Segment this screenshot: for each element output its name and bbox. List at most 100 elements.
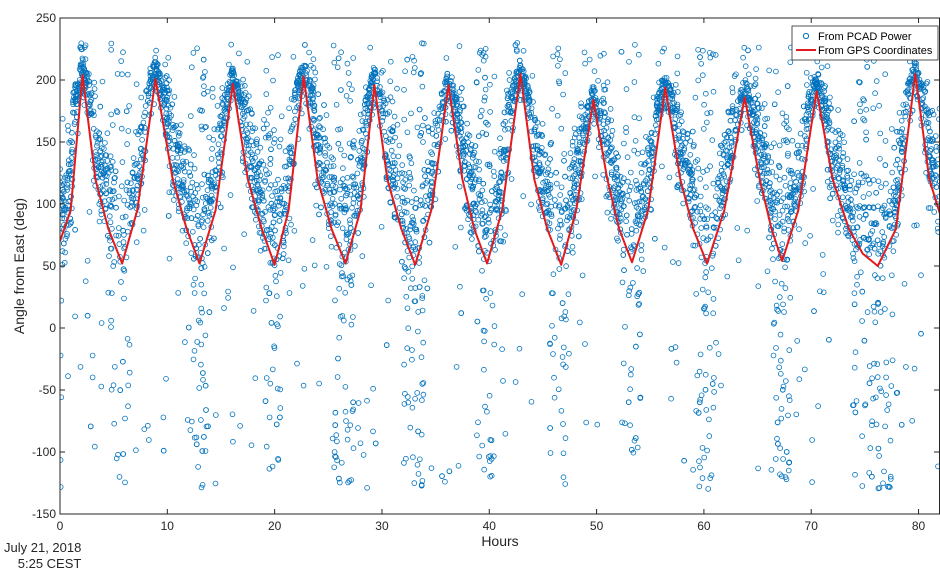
- pcad-point: [697, 208, 704, 215]
- pcad-point: [704, 110, 710, 117]
- pcad-point: [342, 206, 349, 213]
- pcad-point: [722, 163, 728, 170]
- pcad-point: [851, 364, 858, 371]
- pcad-point: [389, 160, 396, 167]
- pcad-point: [418, 431, 425, 438]
- pcad-point: [694, 372, 701, 379]
- pcad-point: [175, 144, 182, 150]
- pcad-point: [580, 132, 586, 139]
- pcad-point: [547, 182, 554, 188]
- pcad-point: [702, 274, 709, 281]
- pcad-point: [709, 137, 716, 144]
- pcad-point: [424, 159, 431, 165]
- pcad-point: [355, 230, 361, 236]
- pcad-point: [200, 75, 206, 81]
- pcad-point: [219, 112, 225, 118]
- pcad-point: [505, 125, 511, 132]
- pcad-point: [308, 62, 314, 69]
- pcad-point: [706, 344, 713, 351]
- pcad-point: [221, 118, 227, 125]
- pcad-point: [60, 190, 65, 197]
- pcad-point: [616, 205, 623, 212]
- pcad-point: [387, 136, 393, 143]
- pcad-point: [558, 209, 565, 216]
- pcad-point: [244, 58, 251, 65]
- pcad-point: [549, 106, 555, 112]
- pcad-point: [342, 408, 349, 415]
- pcad-point: [194, 45, 200, 52]
- pcad-point: [847, 205, 853, 212]
- pcad-point: [698, 60, 704, 67]
- pcad-point: [190, 229, 196, 235]
- pcad-point: [635, 291, 642, 297]
- pcad-point: [935, 156, 940, 163]
- pcad-point: [420, 40, 427, 47]
- pcad-point: [275, 52, 281, 58]
- pcad-point: [309, 237, 316, 243]
- pcad-point: [514, 48, 520, 54]
- pcad-point: [493, 205, 500, 212]
- pcad-point: [457, 125, 464, 132]
- pcad-point: [597, 108, 604, 114]
- pcad-point: [641, 161, 648, 168]
- pcad-point: [836, 158, 842, 164]
- pcad-point: [592, 173, 598, 180]
- pcad-point: [884, 407, 890, 413]
- pcad-point: [851, 171, 857, 178]
- pcad-point: [138, 125, 145, 131]
- pcad-point: [269, 366, 276, 373]
- pcad-point: [72, 227, 78, 233]
- pcad-point: [925, 125, 932, 131]
- pcad-point: [448, 127, 455, 134]
- pcad-point: [482, 228, 489, 234]
- pcad-point: [624, 232, 630, 238]
- pcad-point: [405, 234, 412, 240]
- pcad-point: [100, 182, 106, 189]
- pcad-point: [784, 203, 791, 210]
- pcad-point: [60, 192, 64, 198]
- pcad-point: [703, 184, 709, 191]
- pcad-point: [786, 397, 793, 404]
- pcad-point: [673, 359, 680, 366]
- pcad-point: [883, 374, 889, 381]
- pcad-point: [324, 180, 331, 187]
- pcad-point: [443, 79, 450, 85]
- pcad-point: [99, 168, 105, 175]
- pcad-point: [571, 125, 578, 132]
- pcad-point: [562, 205, 569, 212]
- pcad-point: [874, 361, 881, 367]
- pcad-point: [718, 202, 725, 209]
- pcad-point: [320, 180, 326, 187]
- pcad-point: [253, 139, 260, 145]
- pcad-point: [932, 172, 938, 178]
- pcad-point: [201, 208, 208, 214]
- pcad-point: [777, 471, 783, 478]
- pcad-point: [357, 111, 364, 118]
- pcad-point: [418, 482, 425, 489]
- pcad-point: [173, 123, 179, 129]
- pcad-point: [794, 142, 801, 149]
- pcad-point: [401, 116, 408, 123]
- pcad-point: [579, 272, 586, 279]
- pcad-point: [84, 73, 91, 80]
- pcad-point: [766, 67, 772, 74]
- pcad-point: [783, 476, 790, 483]
- pcad-point: [348, 477, 355, 483]
- pcad-point: [866, 470, 872, 476]
- pcad-point: [615, 238, 621, 244]
- pcad-point: [729, 103, 736, 109]
- pcad-point: [558, 184, 565, 191]
- pcad-point: [67, 167, 73, 174]
- pcad-point: [832, 153, 838, 159]
- pcad-point: [125, 382, 131, 389]
- pcad-point: [416, 260, 423, 266]
- pcad-point: [167, 104, 174, 111]
- pcad-point: [487, 473, 494, 480]
- pcad-point: [864, 246, 871, 253]
- pcad-point: [742, 63, 749, 69]
- pcad-point: [536, 131, 542, 138]
- pcad-point: [644, 181, 651, 188]
- pcad-point: [125, 128, 132, 134]
- pcad-point: [359, 253, 366, 259]
- pcad-point: [536, 151, 542, 158]
